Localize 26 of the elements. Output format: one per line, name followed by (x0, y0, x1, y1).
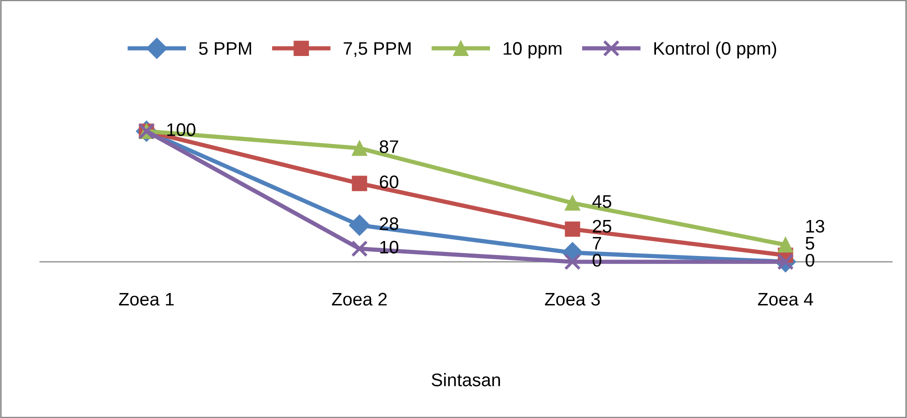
point (352, 176, 368, 192)
x-tick-label: Zoea 2 (332, 292, 387, 306)
point (351, 240, 368, 258)
point (352, 140, 368, 156)
x-tick-label: Zoea 1 (118, 292, 174, 306)
legend-label: Kontrol (0 ppm) (654, 42, 776, 58)
data-label: 13 (806, 220, 824, 233)
data-label: 45 (592, 195, 612, 208)
data-label: 60 (380, 176, 398, 188)
x-tick-label: Zoea 4 (758, 292, 814, 306)
legend-label: 7,5 PPM (344, 42, 411, 57)
data-label: 87 (380, 140, 398, 154)
point (348, 214, 370, 236)
x-tick-label: Zoea 3 (544, 292, 600, 306)
x-axis-title: Sintasan (432, 373, 500, 386)
data-label: 5 (806, 237, 814, 250)
point (564, 195, 580, 211)
data-label: 7 (592, 237, 602, 250)
legend-label: 10 ppm (504, 42, 562, 58)
point (564, 222, 580, 237)
data-label: 0 (806, 254, 814, 267)
legend-label: 5 PPM (199, 42, 252, 55)
data-label: 25 (592, 220, 612, 233)
data-label: 28 (380, 217, 398, 230)
point (564, 253, 581, 270)
point (778, 237, 794, 252)
